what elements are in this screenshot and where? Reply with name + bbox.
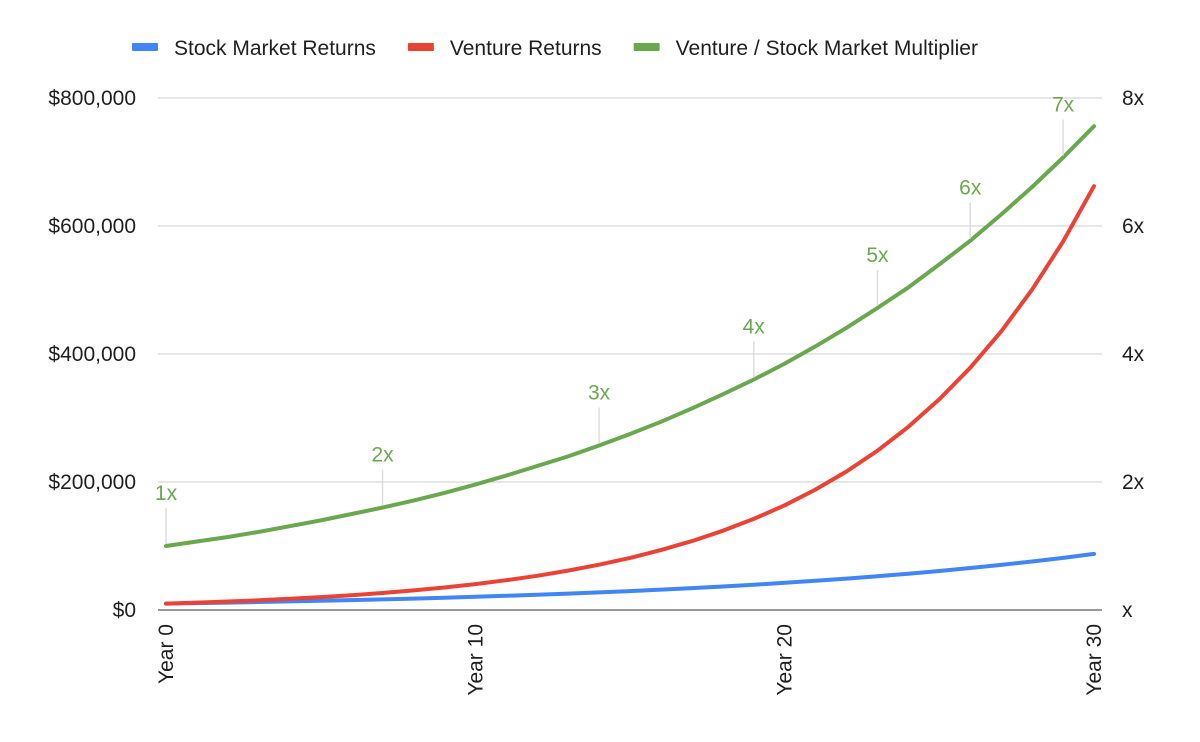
left-axis-tick-label: $800,000 [48,87,136,110]
data-label: 6x [959,177,982,200]
right-axis-tick-label: 8x [1122,87,1145,110]
data-label: 4x [743,316,766,339]
left-axis-tick-label: $600,000 [48,215,136,238]
right-axis-tick-label: x [1122,599,1133,622]
x-axis-tick-label: Year 0 [155,624,178,684]
series-line-stock-market-returns [164,551,1096,606]
left-axis-ticks: $0 $200,000 $400,000 $600,000 $800,000 [48,87,136,622]
x-axis-ticks: Year 0 Year 10 Year 20 Year 30 [155,624,1106,696]
left-axis-tick-label: $400,000 [48,343,136,366]
series-line-venture-stock-market-multiplier [164,124,1096,548]
legend-swatch [407,43,434,51]
series-line-venture-returns [164,184,1096,606]
x-axis-tick-label: Year 10 [464,624,487,696]
chart-series [164,124,1096,606]
data-label: 3x [588,382,611,405]
data-label: 7x [1052,94,1075,117]
data-label: 5x [866,244,889,267]
right-axis-tick-label: 2x [1122,471,1145,494]
legend-label: Venture / Stock Market Multiplier [676,37,978,60]
right-axis-ticks: x 2x 4x 6x 8x [1122,87,1145,622]
legend-swatch [132,43,158,51]
legend-label: Stock Market Returns [174,37,376,60]
legend-label: Venture Returns [450,37,602,60]
chart-gridlines [158,97,1102,611]
right-axis-tick-label: 4x [1122,343,1145,366]
data-label: 2x [371,444,394,467]
x-axis-tick-label: Year 20 [774,624,797,696]
left-axis-tick-label: $0 [113,599,136,622]
chart-legend: Stock Market Returns Venture Returns Ventu… [132,37,978,60]
x-axis-tick-label: Year 30 [1083,624,1106,696]
chart-annotations: 1x 2x 3x 4x 5x 6x 7x [155,94,1075,544]
data-label: 1x [155,482,178,505]
right-axis-tick-label: 6x [1122,215,1145,238]
left-axis-tick-label: $200,000 [48,471,136,494]
legend-swatch [633,43,660,51]
